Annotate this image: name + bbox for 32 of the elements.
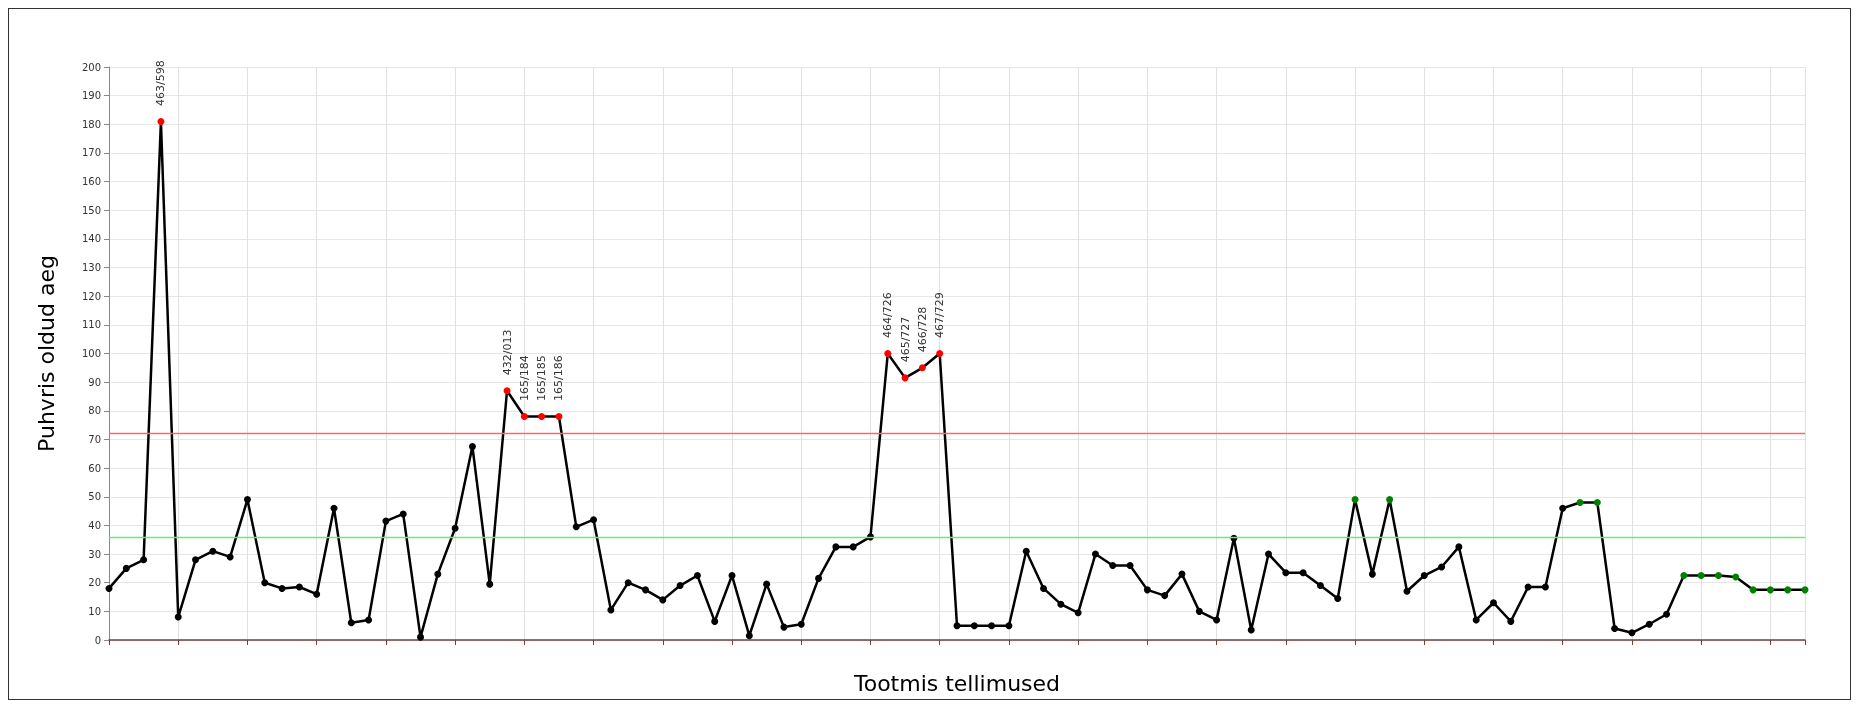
- x-axis-title: Tootmis tellimused: [852, 670, 1061, 696]
- y-tick-label: 20: [88, 577, 101, 589]
- data-label: 464/726: [881, 292, 895, 338]
- y-tick-label: 130: [81, 262, 101, 274]
- data-label: 432/013: [500, 329, 514, 376]
- y-tick-label: 80: [88, 405, 101, 417]
- y-tick-label: 100: [81, 348, 101, 359]
- y-tick-label: 160: [81, 176, 101, 188]
- data-label: 165/185: [535, 355, 549, 402]
- data-label: 463/598: [154, 60, 168, 106]
- y-tick-label: 170: [81, 147, 101, 159]
- y-tick-label: 30: [88, 548, 101, 560]
- y-tick-label: 150: [81, 204, 101, 216]
- y-tick-label: 110: [81, 319, 101, 331]
- y-tick-label: 90: [88, 376, 101, 388]
- y-tick-label: 40: [88, 519, 101, 531]
- y-tick-label: 0: [94, 634, 101, 646]
- y-tick-label: 60: [88, 462, 101, 474]
- y-tick-label: 140: [81, 233, 101, 245]
- y-tick-label: 50: [88, 491, 101, 503]
- data-label: 465/727: [898, 316, 912, 363]
- data-label: 467/729: [933, 292, 947, 338]
- y-tick-label: 200: [81, 61, 101, 73]
- y-tick-label: 10: [88, 605, 101, 617]
- y-tick-label: 180: [81, 118, 101, 130]
- data-label: 165/186: [552, 355, 566, 402]
- y-axis-title: Puhvris oldud aeg: [33, 255, 59, 452]
- data-label: 466/728: [915, 306, 929, 353]
- data-label: 165/184: [517, 355, 531, 402]
- y-tick-label: 120: [81, 290, 101, 302]
- y-tick-label: 190: [81, 90, 101, 102]
- y-tick-label: 70: [88, 433, 101, 445]
